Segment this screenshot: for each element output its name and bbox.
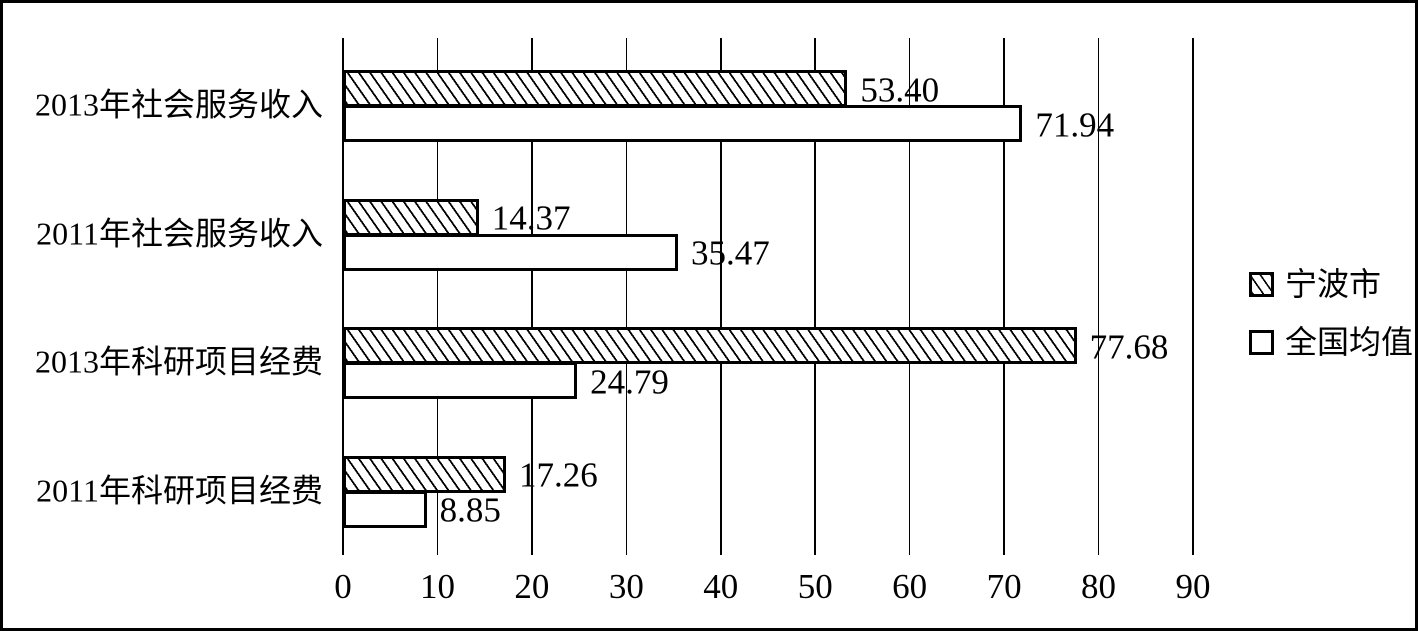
value-label: 8.85 xyxy=(439,490,501,530)
hatched-swatch-icon xyxy=(1249,271,1274,297)
bar xyxy=(343,455,506,493)
x-tick-label: 20 xyxy=(514,567,550,606)
value-label: 53.40 xyxy=(860,70,940,109)
gridline xyxy=(625,38,628,555)
x-tick-label: 60 xyxy=(892,567,928,606)
gridline xyxy=(1192,38,1194,555)
x-tick-label: 40 xyxy=(703,567,739,606)
x-tick-label: 10 xyxy=(419,567,455,606)
x-tick-label: 90 xyxy=(1175,567,1211,606)
bar xyxy=(343,70,848,107)
legend-item-national-average: 全国均值 xyxy=(1249,324,1413,360)
value-label: 17.26 xyxy=(519,455,598,495)
value-label: 71.94 xyxy=(1035,105,1115,144)
category-label: 2011年科研项目经费 xyxy=(36,471,323,508)
x-tick-label: 80 xyxy=(1081,567,1117,606)
value-label: 24.79 xyxy=(590,362,669,401)
white-swatch-icon xyxy=(1249,329,1274,355)
legend: 宁波市 全国均值 xyxy=(1249,266,1413,382)
bar xyxy=(343,233,678,271)
category-label: 2011年社会服务收入 xyxy=(36,214,323,251)
gridline xyxy=(342,38,344,555)
value-label: 77.68 xyxy=(1089,327,1169,366)
gridline xyxy=(531,38,533,555)
legend-item-ningbo: 宁波市 xyxy=(1249,266,1413,302)
legend-label: 全国均值 xyxy=(1285,324,1414,360)
x-tick-label: 50 xyxy=(797,567,833,606)
value-label: 14.37 xyxy=(491,198,571,238)
legend-label: 宁波市 xyxy=(1285,266,1382,302)
category-label: 2013年科研项目经费 xyxy=(34,343,323,380)
bar xyxy=(343,327,1077,364)
bar xyxy=(343,490,427,528)
value-label: 35.47 xyxy=(690,233,770,273)
x-tick-label: 30 xyxy=(608,567,644,606)
gridline xyxy=(1003,38,1005,555)
gridline xyxy=(720,38,722,555)
gridline xyxy=(814,38,816,555)
gridline xyxy=(1097,38,1100,555)
bar xyxy=(343,362,578,399)
bar xyxy=(343,198,479,236)
x-tick-label: 0 xyxy=(334,567,352,606)
x-tick-label: 70 xyxy=(986,567,1022,606)
gridline xyxy=(908,38,911,555)
gridline xyxy=(436,38,439,555)
category-label: 2013年社会服务收入 xyxy=(34,86,323,123)
bar xyxy=(343,105,1023,142)
